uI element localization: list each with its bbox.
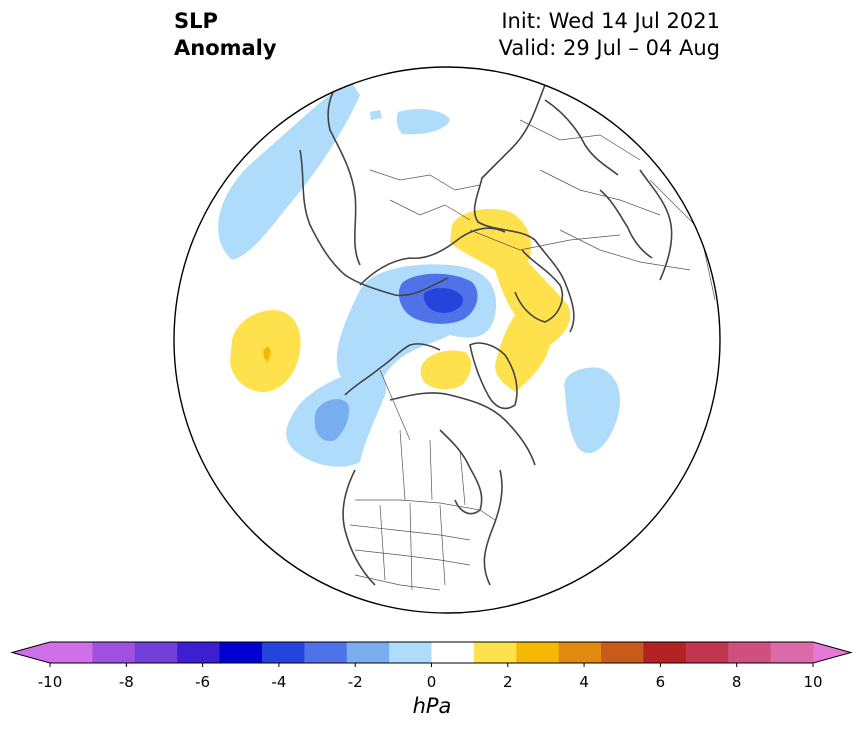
title-variable: SLP: [174, 9, 218, 33]
valid-dates: Valid: 29 Jul – 04 Aug: [498, 36, 720, 60]
pacific-low-small: [370, 110, 382, 120]
border-europe-1: [369, 169, 481, 191]
colorbar-swatch: [516, 642, 560, 663]
polar-map: [173, 66, 721, 614]
colorbar-swatch: [134, 642, 178, 663]
border-asia-2: [539, 169, 661, 216]
coastline-scandinavia: [514, 249, 564, 323]
pacific-high-core: [263, 346, 271, 362]
colorbar-swatch: [389, 642, 432, 663]
coastline-east-asia: [639, 169, 673, 281]
border-us-states-1: [349, 524, 471, 541]
coastline-africa-east: [327, 74, 361, 266]
border-alaska-canada: [379, 369, 411, 441]
colorbar-tick-label: -2: [347, 673, 363, 691]
coastline-north-america-west: [342, 469, 376, 586]
map-title: SLP Anomaly: [174, 8, 277, 62]
init-date: Init: Wed 14 Jul 2021: [501, 9, 720, 33]
colorbar-tick-label: 10: [803, 673, 823, 691]
coastline-siberia: [359, 227, 506, 286]
colorbar-tick-label: -4: [271, 673, 287, 691]
colorbar-tick-label: 8: [731, 673, 742, 691]
colorbar-swatch: [728, 642, 772, 663]
coastline-japan: [599, 189, 653, 259]
colorbar-swatch: [261, 642, 305, 663]
colorbar-tick-label: 0: [426, 673, 437, 691]
colorbar-tick-label: -10: [37, 673, 63, 691]
pacific-low: [396, 109, 450, 135]
europe-high: [450, 208, 571, 392]
border-us-states-4: [409, 502, 413, 591]
colorbar-swatch: [643, 642, 687, 663]
colorbar-swatch: [601, 642, 644, 663]
colorbar-tick-label: 4: [579, 673, 589, 691]
coastline-europe: [473, 84, 575, 333]
north-atlantic-low: [218, 80, 360, 260]
colorbar-swatch: [473, 642, 517, 663]
colorbar-swatch: [177, 642, 221, 663]
colorbar-swatch: [50, 642, 93, 663]
colorbar-tick-label: -6: [195, 673, 211, 691]
border-asia-1: [519, 119, 641, 161]
coastline-north-america-east: [483, 469, 503, 586]
canadian-archipelago-high: [420, 350, 472, 390]
coastline-asia-north: [299, 149, 449, 297]
border-europe-2: [389, 199, 471, 221]
border-mexico: [354, 574, 441, 591]
border-us-states-2: [354, 549, 471, 566]
coastline-hudson: [439, 429, 483, 515]
colorbar-swatch: [685, 642, 729, 663]
colorbar-tick-label: -8: [118, 673, 134, 691]
map-dates: Init: Wed 14 Jul 2021 Valid: 29 Jul – 04…: [499, 8, 720, 62]
border-us-canada: [355, 499, 496, 521]
colorbar-swatch: [558, 642, 602, 663]
coastline-canada: [389, 392, 536, 466]
coastline-greenland: [469, 342, 518, 410]
colorbar-swatch: [219, 642, 263, 663]
colorbar-swatch: [770, 642, 814, 663]
map-boundary: [173, 66, 721, 614]
border-asia-3: [559, 229, 691, 271]
colorbar: [10, 641, 853, 667]
colorbar-swatch: [92, 642, 136, 663]
coastline-india: [544, 99, 619, 176]
arctic-siberian-low-core: [423, 287, 463, 313]
alaska-low-core: [314, 399, 350, 442]
colorbar-tick-label: 2: [503, 673, 513, 691]
border-us-states-5: [439, 504, 446, 586]
colorbar-swatch: [431, 642, 475, 663]
border-russia-1: [469, 229, 621, 251]
border-canada-provinces: [399, 429, 466, 506]
colorbar-tick-label: 6: [655, 673, 666, 691]
colorbar-units: hPa: [412, 694, 452, 718]
azores-low: [564, 367, 620, 454]
colorbar-extend-high: [813, 642, 851, 663]
border-us-states-3: [379, 504, 386, 581]
colorbar-extend-low: [12, 642, 50, 663]
coastline-alaska: [344, 343, 441, 396]
colorbar-swatch: [304, 642, 348, 663]
title-anomaly: Anomaly: [174, 36, 277, 60]
colorbar-swatch: [346, 642, 390, 663]
